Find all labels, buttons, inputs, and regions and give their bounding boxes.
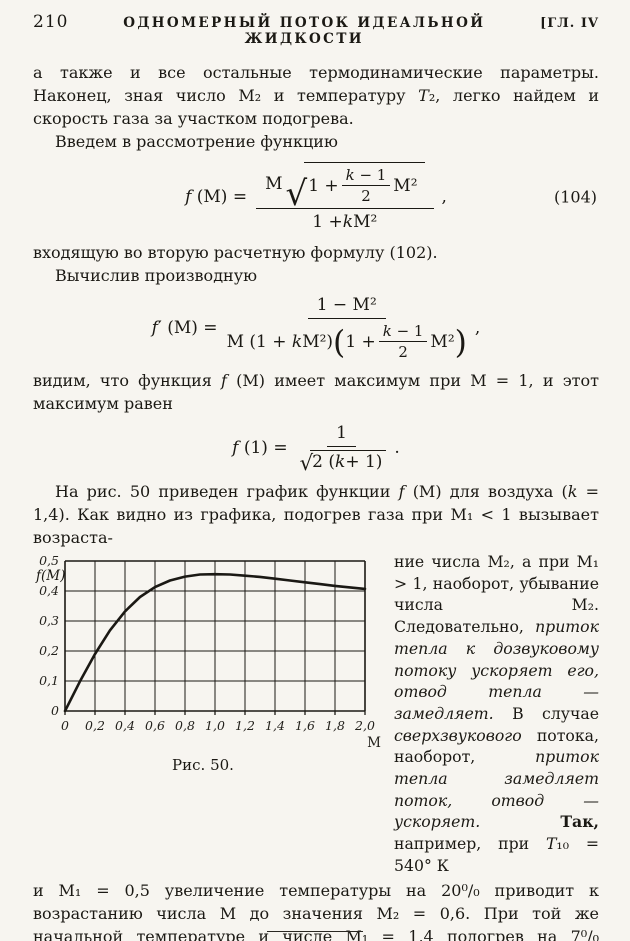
paragraph-thermo: а также и все остальные термодинамически… bbox=[33, 63, 600, 128]
right-column-text: ние числа M₂, а при M₁ > 1, наоборот, уб… bbox=[394, 552, 599, 875]
chapter-reference: [ГЛ. IV bbox=[540, 16, 599, 31]
figure-and-text-row: f(M) 0 0,2 0,4 0,6 0,8 1,0 1,2 1,4 1,6 1,8 2,0 0 0,1… bbox=[33, 551, 599, 877]
figure-caption: Рис. 50. bbox=[172, 756, 234, 774]
svg-text:0,5: 0,5 bbox=[39, 555, 59, 568]
y-axis-label: f(M) bbox=[36, 568, 66, 584]
inner-fraction: k − 1 2 bbox=[378, 322, 428, 361]
page-number: 210 bbox=[33, 12, 69, 32]
svg-text:1,8: 1,8 bbox=[325, 718, 345, 733]
svg-text:0,3: 0,3 bbox=[39, 613, 59, 628]
figure-50: f(M) 0 0,2 0,4 0,6 0,8 1,0 1,2 1,4 1,6 1,8 2,0 0 0,1… bbox=[33, 555, 385, 774]
radical: √ 2 (k + 1) bbox=[299, 450, 387, 476]
svg-text:0,1: 0,1 bbox=[39, 673, 59, 688]
svg-text:1,6: 1,6 bbox=[295, 718, 315, 733]
svg-text:0,2: 0,2 bbox=[39, 643, 59, 658]
radical: √ 1 + k − 1 2 M² bbox=[285, 162, 425, 215]
equation-derivative: f′ (M) = 1 − M² M (1 + kM²) ( 1 + k − 1 … bbox=[151, 295, 481, 361]
paragraph-formula-ref: входящую во вторую расчетную формулу (10… bbox=[33, 243, 438, 262]
svg-text:1,2: 1,2 bbox=[235, 718, 255, 733]
svg-text:1,0: 1,0 bbox=[205, 718, 225, 733]
fraction: 1 − M² M (1 + kM²) ( 1 + k − 1 2 M² ) bbox=[227, 295, 467, 361]
equation-number: (104) bbox=[553, 187, 597, 207]
equation-104: f (M) = M √ 1 + k − 1 2 M² 1 + k M² bbox=[33, 162, 599, 232]
paragraph-derivative-intro: Вычислив производную bbox=[55, 266, 258, 285]
fraction-denominator: M (1 + kM²) ( 1 + k − 1 2 M² ) bbox=[226, 322, 467, 361]
svg-text:M: M bbox=[367, 735, 381, 751]
svg-text:0: 0 bbox=[61, 718, 69, 733]
radicand: 1 + k − 1 2 M² bbox=[304, 162, 425, 205]
svg-text:0,2: 0,2 bbox=[85, 718, 105, 733]
numerator-m: M bbox=[265, 173, 283, 194]
svg-text:0,4: 0,4 bbox=[115, 718, 135, 733]
fraction-numerator: 1 bbox=[327, 423, 356, 447]
svg-text:2,0: 2,0 bbox=[354, 718, 375, 733]
section-end-rule bbox=[267, 931, 363, 932]
fraction: M √ 1 + k − 1 2 M² 1 + k M² bbox=[256, 162, 434, 232]
equation-derivative-lhs: f′ (M) = bbox=[151, 318, 218, 338]
fraction-numerator: 1 − M² bbox=[307, 295, 386, 319]
paragraph-maximum: видим, что функция f (M) имеет максимум … bbox=[33, 371, 600, 413]
paragraph-intro-function: Введем в рассмотрение функцию bbox=[55, 132, 338, 151]
fraction-denominator: 1 + k M² bbox=[312, 212, 378, 232]
fraction: 1 √ 2 (k + 1) bbox=[297, 423, 387, 476]
fraction-numerator: M √ 1 + k − 1 2 M² bbox=[256, 162, 434, 215]
equation-maximum-value: f (1) = 1 √ 2 (k + 1) . bbox=[232, 423, 400, 476]
running-title: ОДНОМЕРНЫЙ ПОТОК ИДЕАЛЬНОЙ ЖИДКОСТИ bbox=[123, 15, 486, 47]
radical-sign-icon: √ bbox=[299, 450, 314, 476]
svg-text:0,6: 0,6 bbox=[145, 718, 165, 733]
radical-sign-icon: √ bbox=[285, 174, 308, 215]
svg-text:1,4: 1,4 bbox=[265, 718, 285, 733]
equation-104-lhs: f (M) = bbox=[185, 187, 248, 207]
svg-text:0: 0 bbox=[51, 703, 59, 718]
paragraph-figure-intro: На рис. 50 приведен график функции f (M)… bbox=[33, 482, 600, 547]
chart-fm-vs-m: 0 0,2 0,4 0,6 0,8 1,0 1,2 1,4 1,6 1,8 2,0 0 0,1 0,2 0,… bbox=[39, 555, 381, 751]
equation-max-lhs: f (1) = bbox=[232, 437, 288, 458]
paragraph-example: и M₁ = 0,5 увеличение температуры на 20⁰… bbox=[33, 880, 599, 941]
inner-fraction: k − 1 2 bbox=[341, 166, 391, 205]
svg-text:0,4: 0,4 bbox=[39, 583, 59, 598]
svg-text:0,8: 0,8 bbox=[175, 718, 195, 733]
page-header: 210 ОДНОМЕРНЫЙ ПОТОК ИДЕАЛЬНОЙ ЖИДКОСТИ … bbox=[33, 12, 599, 47]
fraction-denominator: √ 2 (k + 1) bbox=[297, 447, 387, 476]
